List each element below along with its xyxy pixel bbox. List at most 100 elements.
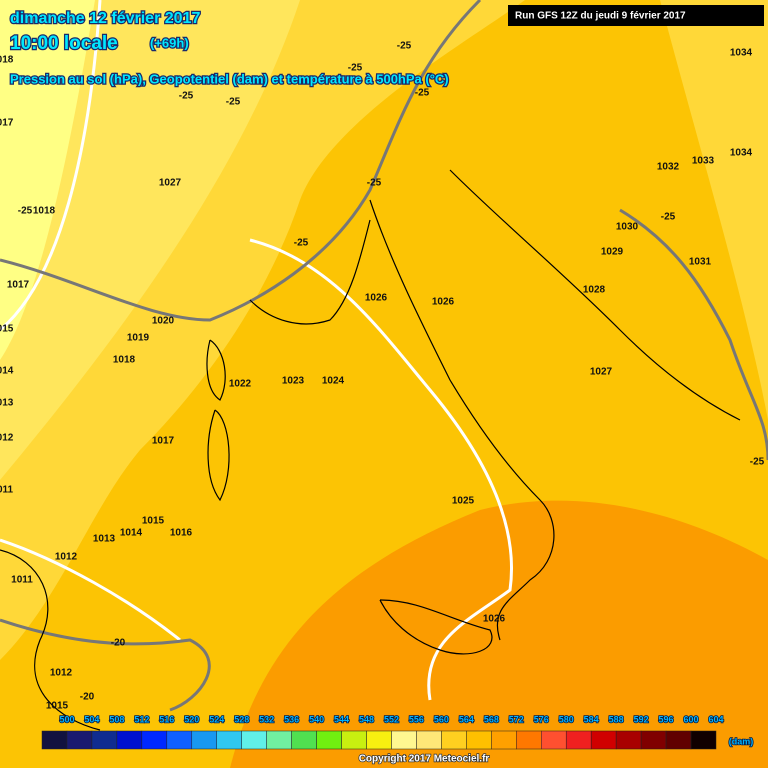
pressure-label: 1026 — [483, 614, 506, 625]
legend-label: 500 — [59, 714, 74, 724]
temperature-label: -20 — [80, 692, 95, 703]
legend-swatch — [341, 730, 367, 750]
temperature-label: -25 — [348, 63, 363, 74]
pressure-label: 1013 — [93, 534, 116, 545]
legend-swatch — [665, 730, 692, 750]
legend-label: 580 — [559, 714, 574, 724]
legend-swatch — [366, 730, 392, 750]
zone-light — [0, 0, 300, 480]
lead-label: (+69h) — [150, 35, 189, 50]
temperature-label: -25 — [294, 238, 309, 249]
pressure-label: 1017 — [7, 280, 30, 291]
map-subtitle: Pression au sol (hPa), Geopotentiel (dam… — [10, 71, 449, 86]
pressure-label: 1018 — [113, 355, 136, 366]
legend-label: 568 — [484, 714, 499, 724]
pressure-label: 1012 — [55, 552, 78, 563]
temperature-label: -25 — [397, 41, 412, 52]
pressure-label: 1015 — [142, 516, 165, 527]
coastlines — [0, 169, 741, 731]
legend-label: 572 — [509, 714, 524, 724]
legend-swatch — [615, 730, 642, 750]
pressure-label: 1020 — [152, 316, 175, 327]
legend-label: 584 — [584, 714, 599, 724]
pressure-label: 1014 — [120, 528, 143, 539]
legend-label: 556 — [409, 714, 424, 724]
legend-swatch — [91, 730, 118, 750]
pressure-label: 1015 — [46, 701, 69, 712]
legend-label: 560 — [434, 714, 449, 724]
pressure-label: 1034 — [730, 148, 753, 159]
pressure-label: 1030 — [616, 222, 639, 233]
legend-swatch — [141, 730, 168, 750]
legend-swatch — [266, 730, 292, 750]
legend-swatch — [291, 730, 317, 750]
pressure-label: 1028 — [583, 285, 606, 296]
legend-label: 564 — [459, 714, 474, 724]
legend-swatch — [590, 730, 617, 750]
temperature-label: -25 — [415, 88, 430, 99]
pressure-label: 1024 — [322, 376, 345, 387]
legend-label: 548 — [359, 714, 374, 724]
legend-label: 532 — [259, 714, 274, 724]
legend-label: 600 — [684, 714, 699, 724]
legend-label: 588 — [609, 714, 624, 724]
time-label: 10:00 locale — [10, 33, 118, 54]
legend-swatch — [416, 730, 442, 750]
zone-yellow-east — [660, 0, 768, 420]
pressure-label: 018 — [0, 55, 14, 66]
map-title: dimanche 12 février 2017 — [10, 10, 200, 27]
pressure-label: 1016 — [170, 528, 193, 539]
temperature-label: -20 — [111, 638, 126, 649]
pressure-label: 015 — [0, 324, 14, 335]
legend-label: 540 — [309, 714, 324, 724]
legend-label: 544 — [334, 714, 349, 724]
pressure-label: 1012 — [50, 668, 73, 679]
pressure-label: 1033 — [692, 156, 715, 167]
pressure-label: 1029 — [601, 247, 624, 258]
pressure-label: 013 — [0, 398, 14, 409]
pressure-label: 1019 — [127, 333, 150, 344]
isohypses — [0, 0, 513, 701]
pressure-label: 1025 — [452, 496, 475, 507]
legend-label: 592 — [634, 714, 649, 724]
legend-label: 576 — [534, 714, 549, 724]
pressure-label: 1023 — [282, 376, 305, 387]
pressure-label: 1031 — [689, 257, 712, 268]
pressure-label: 011 — [0, 485, 14, 496]
pressure-label: 017 — [0, 118, 14, 129]
pressure-label: 1018 — [33, 206, 56, 217]
legend-swatch — [116, 730, 143, 750]
legend-label: 528 — [234, 714, 249, 724]
legend-swatch — [690, 730, 717, 750]
legend-swatch — [391, 730, 417, 750]
legend-label: 520 — [184, 714, 199, 724]
temperature-isolines — [0, 0, 768, 712]
temperature-label: -25 — [226, 97, 241, 108]
legend-swatch — [316, 730, 342, 750]
legend-label: 516 — [159, 714, 174, 724]
legend: 500 504 508 512 516 520 524 528 532 536 540 544 548 5… — [41, 714, 724, 750]
pressure-label: 1034 — [730, 48, 753, 59]
legend-swatch — [191, 730, 217, 750]
legend-label: 512 — [134, 714, 149, 724]
pressure-label: 1026 — [365, 293, 388, 304]
run-box — [508, 5, 764, 26]
temperature-label: -25 — [367, 178, 382, 189]
legend-swatch — [565, 730, 592, 750]
legend-swatch — [441, 730, 467, 750]
legend-label: 524 — [209, 714, 224, 724]
legend-swatch — [41, 730, 68, 750]
temperature-label: -25 — [179, 91, 194, 102]
pressure-label: 012 — [0, 433, 14, 444]
temperature-label: -25 — [661, 212, 676, 223]
legend-swatch — [166, 730, 193, 750]
map-labels: 1034 1034 1032 1033 1030 1029 1031 1028 1027 1026… — [0, 41, 765, 712]
legend-swatch — [516, 730, 542, 750]
pressure-label: 1027 — [590, 367, 613, 378]
legend-swatch — [66, 730, 93, 750]
legend-swatch — [640, 730, 667, 750]
legend-label: 504 — [84, 714, 99, 724]
temperature-label: -25 — [18, 206, 33, 217]
pressure-label: 1026 — [432, 297, 455, 308]
